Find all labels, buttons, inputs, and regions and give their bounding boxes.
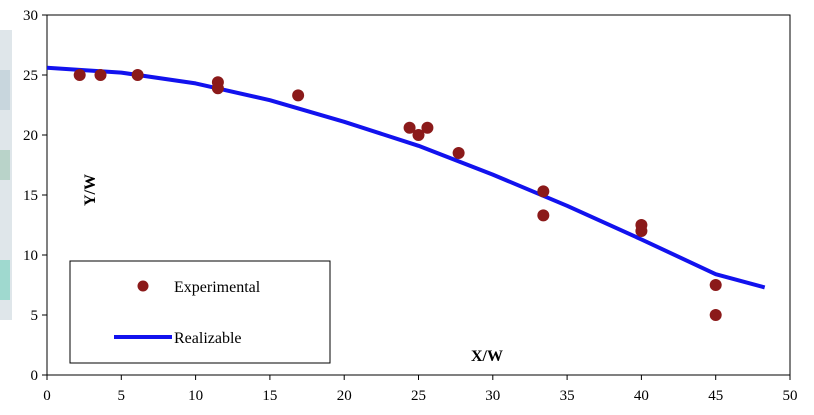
experimental-point-8 [421,121,434,134]
y-tick-label-2: 10 [23,248,38,264]
legend-label-realizable: Realizable [174,330,242,347]
experimental-point-11 [537,209,550,222]
x-axis: 0 5 10 15 20 25 30 35 40 45 50 [43,375,798,404]
experimental-point-14 [709,279,722,291]
realizable-curve [46,65,766,290]
window-edge-strip [0,0,12,410]
x-axis-title: X/W [471,348,503,365]
experimental-point-4 [211,82,224,95]
realizable-series [46,65,766,290]
legend-box [69,260,331,364]
x-tick-label-9: 45 [708,388,723,404]
y-tick-label-1: 5 [31,308,39,324]
x-tick-label-0: 0 [43,388,51,404]
experimental-point-6 [403,121,416,134]
legend-label-experimental: Experimental [174,279,261,296]
experimental-point-0 [73,69,86,81]
x-tick-label-10: 50 [783,388,798,404]
experimental-point-10 [537,185,550,198]
legend-marker-experimental [137,280,149,292]
x-tick-label-2: 10 [188,388,203,404]
y-tick-label-5: 25 [23,68,38,84]
experimental-series [73,69,722,321]
x-tick-label-6: 30 [485,388,500,404]
experimental-point-2 [131,69,144,81]
x-tick-label-1: 5 [118,388,126,404]
experimental-point-1 [94,69,107,81]
x-tick-label-3: 15 [262,388,277,404]
y-tick-label-0: 0 [31,368,39,384]
y-tick-label-6: 30 [23,8,38,24]
x-tick-label-5: 25 [411,388,426,404]
experimental-point-9 [452,147,465,159]
x-tick-label-8: 40 [634,388,649,404]
experimental-point-13 [635,225,648,237]
x-tick-label-4: 20 [337,388,352,404]
experimental-point-5 [292,89,305,102]
legend: Experimental Realizable [69,260,331,364]
y-axis-title: Y/W [82,174,99,206]
y-tick-label-3: 15 [23,188,38,204]
experimental-point-15 [709,309,722,321]
x-tick-label-7: 35 [560,388,575,404]
y-axis: 0 5 10 15 20 25 30 [23,8,47,384]
experimental-point-7 [412,129,425,141]
y-tick-label-4: 20 [23,128,38,144]
